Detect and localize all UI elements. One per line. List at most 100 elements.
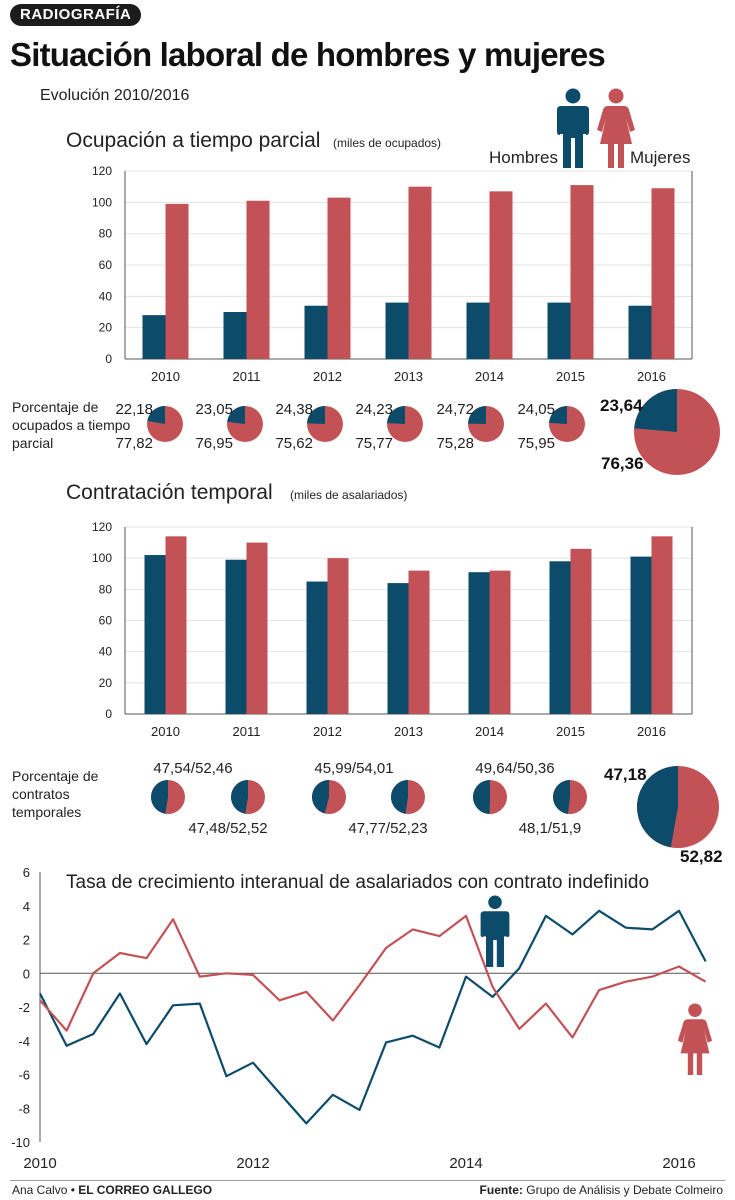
parttime-bar-women	[570, 185, 594, 359]
growth-line-women	[39, 914, 707, 1039]
growth-ytick-label: 2	[23, 933, 30, 948]
parttime-xtick-label: 2013	[394, 369, 423, 384]
temporary-bar-women	[489, 570, 511, 714]
parttime-bar-women	[408, 186, 432, 359]
parttime-xtick-label: 2010	[151, 369, 180, 384]
temporary-pie-women-value: 52,82	[680, 847, 723, 866]
temporary-bar-men	[144, 555, 166, 714]
parttime-bar-men	[466, 302, 490, 359]
temporary-ytick-label: 80	[99, 582, 113, 596]
parttime-ytick-label: 80	[99, 227, 113, 241]
growth-ytick-label: -10	[11, 1135, 30, 1150]
parttime-pie-slice-men	[387, 406, 405, 424]
temporary-bar-men	[468, 572, 490, 714]
temporary-pie-value: 45,99/54,01	[314, 760, 393, 777]
parttime-bar-women	[489, 191, 513, 359]
parttime-bar-women	[327, 197, 351, 359]
temporary-bar-men	[306, 581, 328, 714]
temporary-bar-men	[549, 561, 571, 714]
temporary-pie-slice-men	[553, 780, 570, 814]
parttime-pie-women-value: 75,77	[355, 435, 393, 452]
men-figure-icon	[480, 895, 510, 967]
parttime-bar-men	[304, 305, 328, 359]
page-title: Situación laboral de hombres y mujeres	[10, 36, 606, 73]
temporary-chart-title: Contratación temporal	[66, 481, 273, 504]
parttime-pie-women-value: 77,82	[115, 435, 153, 452]
temporary-bar-chart: 0 20 40 60 80 100 120 2010 2011 2012 2013 2014 2015 2…	[92, 520, 693, 739]
temporary-pie-slice-men	[231, 780, 248, 814]
parttime-pie-women-value: 75,95	[517, 435, 555, 452]
temporary-xtick-label: 2010	[151, 724, 180, 739]
growth-xtick-label: 2012	[236, 1155, 269, 1172]
growth-xtick-label: 2010	[23, 1155, 56, 1172]
temporary-xtick-label: 2015	[556, 724, 585, 739]
parttime-pie-men-value: 23,64	[600, 396, 643, 415]
temporary-pie-value: 47,54/52,46	[153, 760, 232, 777]
temporary-bar-men	[387, 583, 409, 714]
growth-chart-title: Tasa de crecimiento interanual de asalar…	[66, 872, 650, 893]
parttime-pie-slice-men	[147, 406, 165, 424]
author-name: Ana Calvo	[12, 1183, 68, 1197]
parttime-pie-slice-men	[549, 406, 567, 424]
parttime-pie-label: Porcentaje de ocupados a tiempo parcial	[12, 399, 131, 451]
temporary-ytick-label: 20	[99, 676, 113, 690]
temporary-pie-slice-men	[390, 780, 408, 814]
parttime-ytick-label: 0	[105, 352, 112, 366]
parttime-ytick-label: 100	[92, 195, 112, 209]
temporary-pie-value: 48,1/51,9	[519, 820, 582, 837]
growth-xtick-label: 2016	[662, 1155, 695, 1172]
parttime-pie-women-value: 75,28	[436, 435, 474, 452]
temporary-xtick-label: 2013	[394, 724, 423, 739]
growth-ytick-label: 0	[23, 966, 30, 981]
temporary-bar-women	[165, 536, 187, 714]
temporary-ytick-label: 60	[99, 614, 113, 628]
temporary-xtick-label: 2014	[475, 724, 504, 739]
parttime-ytick-label: 120	[92, 164, 112, 178]
parttime-xtick-label: 2012	[313, 369, 342, 384]
temporary-bar-women	[408, 570, 430, 714]
parttime-xtick-label: 2016	[637, 369, 666, 384]
growth-ytick-label: -2	[18, 1000, 30, 1015]
legend-men-label: Hombres	[489, 148, 558, 167]
temporary-xtick-label: 2016	[637, 724, 666, 739]
legend-women-label: Mujeres	[630, 148, 691, 167]
parttime-pie-slice-men	[468, 406, 486, 424]
parttime-ytick-label: 20	[99, 321, 113, 335]
parttime-bar-men	[385, 302, 409, 359]
parttime-xtick-label: 2015	[556, 369, 585, 384]
temporary-ytick-label: 100	[92, 551, 112, 565]
outlet-name: EL CORREO GALLEGO	[78, 1183, 213, 1197]
growth-ytick-label: -4	[18, 1034, 30, 1049]
parttime-pie-slice-men	[634, 389, 677, 432]
temporary-ytick-label: 40	[99, 645, 113, 659]
parttime-pie-men-value: 24,72	[436, 401, 474, 418]
temporary-pie-label: Porcentaje de contratos temporales	[12, 768, 99, 820]
parttime-xtick-label: 2014	[475, 369, 504, 384]
footer-source: Fuente: Grupo de Análisis y Debate Colme…	[480, 1183, 723, 1197]
women-figure-icon	[597, 88, 635, 168]
growth-ytick-label: 6	[23, 865, 30, 880]
parttime-pie-women-value: 76,36	[601, 454, 644, 473]
temporary-pie-slice-men	[312, 780, 329, 814]
temporary-ytick-label: 0	[105, 707, 112, 721]
parttime-ytick-label: 40	[99, 289, 113, 303]
page-subtitle: Evolución 2010/2016	[40, 87, 190, 104]
temporary-xtick-label: 2012	[313, 724, 342, 739]
temporary-pie-slice-men	[151, 780, 168, 814]
parttime-bar-men	[628, 305, 652, 359]
women-figure-icon	[677, 1003, 713, 1075]
parttime-pie-women-value: 76,95	[195, 435, 233, 452]
temporary-bar-men	[630, 556, 652, 714]
parttime-bar-women	[651, 188, 675, 359]
parttime-pie-men-value: 22,18	[115, 401, 153, 418]
parttime-bar-men	[223, 312, 247, 359]
temporary-chart-unit: (miles de asalariados)	[290, 488, 408, 502]
growth-ytick-label: -6	[18, 1068, 30, 1083]
parttime-pie-men-value: 24,38	[275, 401, 313, 418]
temporary-pie-row: 47,54/52,46 47,48/52,52 45,99/54,01 47,77/5…	[151, 760, 723, 866]
parttime-pie-men-value: 24,05	[517, 401, 555, 418]
parttime-bar-men	[547, 302, 571, 359]
parttime-pie-row: 22,18 77,82 23,05 76,95 24,38 75,62 24,23 75,77…	[115, 389, 720, 475]
temporary-pie-value: 47,48/52,52	[188, 820, 267, 837]
parttime-pie-women-value: 75,62	[275, 435, 313, 452]
